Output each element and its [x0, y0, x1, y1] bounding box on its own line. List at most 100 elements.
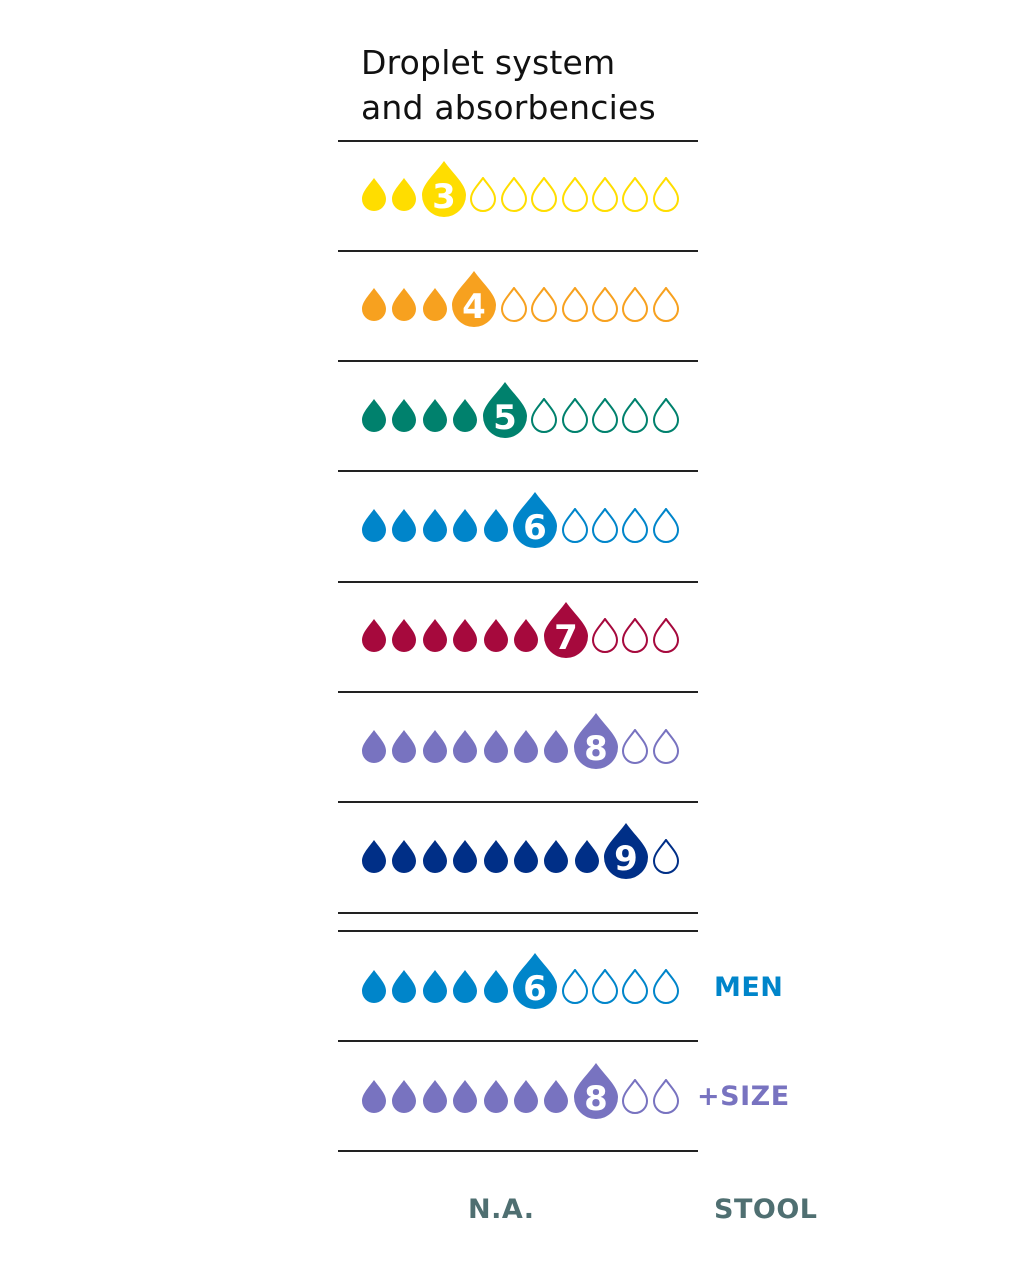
filled-droplet-icon	[483, 1080, 508, 1113]
filled-droplet-icon	[422, 399, 447, 432]
filled-droplet-icon	[483, 970, 508, 1003]
filled-droplet-icon	[422, 288, 447, 321]
filled-droplet-icon	[422, 1080, 447, 1113]
filled-droplet-icon	[483, 509, 508, 542]
filled-droplet-icon	[514, 619, 538, 652]
filled-droplet-icon	[392, 840, 417, 873]
divider	[338, 360, 698, 362]
level-droplet-icon: 9	[604, 823, 649, 879]
filled-droplet-icon	[574, 840, 599, 873]
filled-droplet-icon	[362, 178, 386, 211]
filled-droplet-icon	[453, 399, 478, 432]
empty-droplet-icon	[652, 398, 679, 433]
empty-droplet-icon	[531, 398, 558, 433]
empty-droplet-icon	[470, 177, 497, 212]
plus-size-label: +SIZE	[697, 1081, 790, 1112]
filled-droplet-icon	[362, 970, 386, 1003]
filled-droplet-icon	[453, 1080, 478, 1113]
filled-droplet-icon	[392, 730, 417, 763]
level-droplet-icon: 3	[421, 161, 466, 217]
empty-droplet-icon	[561, 177, 588, 212]
empty-droplet-icon	[652, 287, 679, 322]
empty-droplet-icon	[500, 177, 527, 212]
empty-droplet-icon	[592, 508, 618, 543]
filled-droplet-icon	[453, 509, 478, 542]
filled-droplet-icon	[483, 619, 508, 652]
empty-droplet-icon	[592, 177, 618, 212]
filled-droplet-icon	[392, 509, 417, 542]
empty-droplet-icon	[622, 969, 649, 1004]
filled-droplet-icon	[514, 730, 538, 763]
empty-droplet-icon	[561, 287, 588, 322]
empty-droplet-icon	[622, 729, 649, 764]
divider	[338, 801, 698, 803]
level-droplet-icon: 7	[543, 602, 588, 658]
divider	[338, 1040, 698, 1042]
level-number: 4	[462, 287, 486, 327]
filled-droplet-icon	[362, 1080, 386, 1113]
filled-droplet-icon	[453, 970, 478, 1003]
filled-droplet-icon	[362, 399, 386, 432]
filled-droplet-icon	[362, 840, 386, 873]
filled-droplet-icon	[422, 730, 447, 763]
empty-droplet-icon	[561, 398, 588, 433]
filled-droplet-icon	[483, 840, 508, 873]
empty-droplet-icon	[531, 287, 558, 322]
empty-droplet-icon	[652, 969, 679, 1004]
empty-droplet-icon	[652, 177, 679, 212]
filled-droplet-icon	[514, 1080, 538, 1113]
level-droplet-icon: 6	[513, 492, 558, 548]
level-number: 5	[493, 398, 517, 438]
filled-droplet-icon	[392, 178, 417, 211]
filled-droplet-icon	[422, 509, 447, 542]
empty-droplet-icon	[622, 1079, 649, 1114]
level-droplet-icon: 6	[513, 953, 558, 1009]
filled-droplet-icon	[453, 730, 478, 763]
level-droplet-icon: 8	[573, 1063, 618, 1119]
filled-droplet-icon	[544, 840, 569, 873]
filled-droplet-icon	[422, 619, 447, 652]
level-number: 9	[614, 839, 638, 879]
empty-droplet-icon	[592, 618, 618, 653]
page-title: Droplet system and absorbencies	[361, 40, 656, 130]
level-number: 8	[584, 1079, 608, 1119]
empty-droplet-icon	[592, 398, 618, 433]
filled-droplet-icon	[392, 619, 417, 652]
filled-droplet-icon	[544, 1080, 569, 1113]
empty-droplet-icon	[622, 508, 649, 543]
filled-droplet-icon	[544, 730, 569, 763]
empty-droplet-icon	[652, 729, 679, 764]
empty-droplet-icon	[622, 177, 649, 212]
footer-na-label: N.A.	[468, 1194, 535, 1225]
filled-droplet-icon	[362, 509, 386, 542]
filled-droplet-icon	[392, 970, 417, 1003]
level-droplet-icon: 5	[482, 382, 527, 438]
empty-droplet-icon	[592, 969, 618, 1004]
empty-droplet-icon	[561, 969, 588, 1004]
filled-droplet-icon	[392, 1080, 417, 1113]
level-droplet-icon: 8	[573, 713, 618, 769]
empty-droplet-icon	[500, 287, 527, 322]
men-label: MEN	[714, 972, 784, 1003]
empty-droplet-icon	[561, 508, 588, 543]
empty-droplet-icon	[652, 839, 679, 874]
filled-droplet-icon	[453, 619, 478, 652]
empty-droplet-icon	[652, 508, 679, 543]
level-number: 8	[584, 729, 608, 769]
empty-droplet-icon	[652, 618, 679, 653]
empty-droplet-icon	[592, 287, 618, 322]
empty-droplet-icon	[622, 287, 649, 322]
divider	[338, 470, 698, 472]
divider	[338, 250, 698, 252]
divider	[338, 912, 698, 914]
level-number: 6	[523, 969, 547, 1009]
filled-droplet-icon	[362, 288, 386, 321]
empty-droplet-icon	[652, 1079, 679, 1114]
empty-droplet-icon	[622, 398, 649, 433]
filled-droplet-icon	[422, 840, 447, 873]
level-number: 6	[523, 508, 547, 548]
title-line-2: and absorbencies	[361, 88, 656, 127]
divider	[338, 140, 698, 142]
filled-droplet-icon	[514, 840, 538, 873]
filled-droplet-icon	[483, 730, 508, 763]
